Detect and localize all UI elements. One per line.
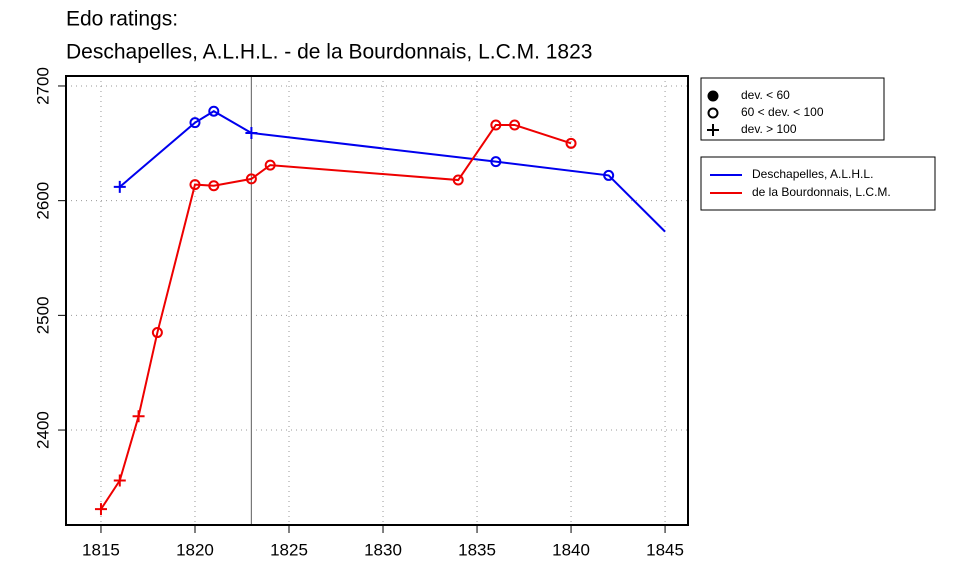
- series-legend-box: [700, 156, 936, 211]
- circle-marker: [603, 169, 615, 181]
- circle-marker: [189, 179, 201, 191]
- chart-title: Edo ratings:: [66, 8, 178, 31]
- y-tick-label: 2400: [33, 411, 52, 449]
- x-tick-label: 1820: [176, 540, 214, 559]
- legend-label: de la Bourdonnais, L.C.M.: [752, 185, 891, 199]
- circle-marker: [189, 117, 201, 129]
- circle-marker: [509, 119, 521, 131]
- marker-legend-box: [700, 77, 885, 141]
- legend-label: dev. < 60: [741, 88, 790, 102]
- circle-marker: [245, 173, 257, 185]
- circle-marker: [208, 105, 220, 117]
- plus-marker: [94, 503, 107, 516]
- y-tick-label: 2600: [33, 182, 52, 220]
- x-tick-label: 1815: [82, 540, 120, 559]
- x-tick-label: 1835: [458, 540, 496, 559]
- y-tick-label: 2700: [33, 67, 52, 105]
- y-tick-label: 2500: [33, 296, 52, 334]
- legend-label: dev. > 100: [741, 122, 797, 136]
- circle-marker: [151, 327, 163, 339]
- series-line: [119, 110, 666, 233]
- x-tick-label: 1840: [552, 540, 590, 559]
- legend-label: Deschapelles, A.L.H.L.: [752, 167, 873, 181]
- plus-marker: [113, 180, 126, 193]
- x-tick-label: 1825: [270, 540, 308, 559]
- plus-marker: [113, 474, 126, 487]
- circle-marker: [490, 156, 502, 168]
- filled-marker: [707, 90, 719, 102]
- plus-marker: [245, 126, 258, 139]
- x-tick-label: 1830: [364, 540, 402, 559]
- circle-marker: [707, 107, 719, 119]
- legend-label: 60 < dev. < 100: [741, 105, 824, 119]
- circle-marker: [490, 119, 502, 131]
- circle-marker: [452, 174, 464, 186]
- circle-marker: [565, 137, 577, 149]
- series-line: [100, 123, 572, 510]
- circle-marker: [208, 180, 220, 192]
- circle-marker: [264, 159, 276, 171]
- plus-marker: [132, 410, 145, 423]
- plot-frame: [65, 75, 689, 526]
- x-tick-label: 1845: [646, 540, 684, 559]
- chart-subtitle: Deschapelles, A.L.H.L. - de la Bourdonna…: [66, 41, 592, 64]
- plus-marker: [707, 124, 719, 136]
